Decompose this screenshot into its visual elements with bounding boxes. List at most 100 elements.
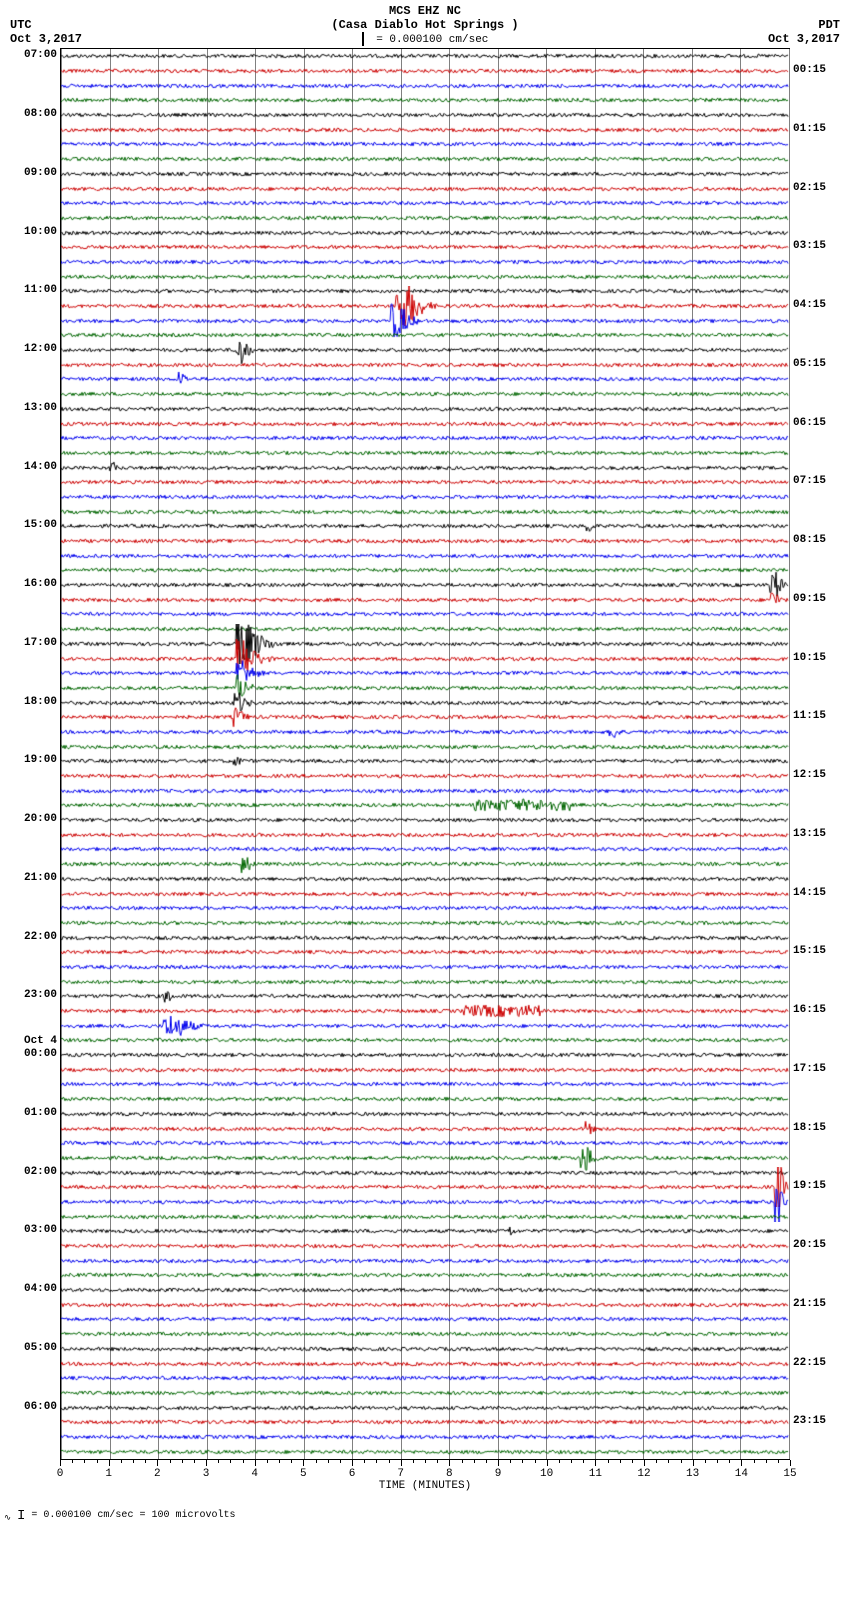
x-tick-minor (121, 1460, 122, 1463)
x-axis: TIME (MINUTES) 0123456789101112131415 (60, 1460, 790, 1494)
footer-scale: ∿ I = 0.000100 cm/sec = 100 microvolts (0, 1494, 850, 1528)
x-tick-minor (84, 1460, 85, 1463)
x-tick-minor (218, 1460, 219, 1463)
x-tick-label: 7 (397, 1468, 404, 1480)
time-label-pdt: 02:15 (789, 182, 826, 194)
time-label-pdt: 21:15 (789, 1298, 826, 1310)
x-tick (595, 1460, 596, 1466)
time-label-pdt: 04:15 (789, 299, 826, 311)
x-tick-minor (230, 1460, 231, 1463)
x-tick-label: 13 (686, 1468, 699, 1480)
time-label-pdt: 23:15 (789, 1415, 826, 1427)
x-tick-minor (668, 1460, 669, 1463)
x-tick-minor (656, 1460, 657, 1463)
time-label-pdt: 03:15 (789, 240, 826, 252)
x-tick-minor (462, 1460, 463, 1463)
x-tick-minor (571, 1460, 572, 1463)
x-tick-label: 5 (300, 1468, 307, 1480)
x-tick (449, 1460, 450, 1466)
time-label-pdt: 05:15 (789, 358, 826, 370)
x-tick-minor (778, 1460, 779, 1463)
x-tick (401, 1460, 402, 1466)
x-tick-minor (608, 1460, 609, 1463)
x-tick-minor (145, 1460, 146, 1463)
time-label-utc: 14:00 (24, 461, 61, 473)
time-label-pdt: 00:15 (789, 64, 826, 76)
x-tick-label: 4 (251, 1468, 258, 1480)
time-label-utc: 03:00 (24, 1224, 61, 1236)
x-tick-label: 11 (589, 1468, 602, 1480)
date-change-label: Oct 4 (24, 1035, 61, 1047)
x-tick-minor (717, 1460, 718, 1463)
time-label-utc: 22:00 (24, 931, 61, 943)
x-tick-minor (72, 1460, 73, 1463)
x-tick-minor (291, 1460, 292, 1463)
time-label-utc: 06:00 (24, 1401, 61, 1413)
x-tick-minor (328, 1460, 329, 1463)
x-tick-minor (620, 1460, 621, 1463)
x-tick-minor (535, 1460, 536, 1463)
time-label-utc: 12:00 (24, 343, 61, 355)
time-label-utc: 18:00 (24, 696, 61, 708)
x-tick-label: 9 (495, 1468, 502, 1480)
seismogram-plot: 07:0000:1508:0001:1509:0002:1510:0003:15… (10, 48, 840, 1494)
x-tick-minor (182, 1460, 183, 1463)
x-tick-label: 2 (154, 1468, 161, 1480)
x-tick-minor (97, 1460, 98, 1463)
x-tick-minor (437, 1460, 438, 1463)
x-tick-minor (510, 1460, 511, 1463)
time-label-utc: 01:00 (24, 1107, 61, 1119)
time-label-utc: 23:00 (24, 989, 61, 1001)
x-tick-minor (632, 1460, 633, 1463)
x-tick (498, 1460, 499, 1466)
x-tick-minor (583, 1460, 584, 1463)
time-label-pdt: 12:15 (789, 769, 826, 781)
x-tick (693, 1460, 694, 1466)
x-tick-minor (194, 1460, 195, 1463)
time-label-utc: 20:00 (24, 813, 61, 825)
x-tick-label: 6 (349, 1468, 356, 1480)
time-label-utc: 04:00 (24, 1283, 61, 1295)
time-label-utc: 19:00 (24, 754, 61, 766)
footer-text: = 0.000100 cm/sec = 100 microvolts (31, 1510, 235, 1521)
x-tick (352, 1460, 353, 1466)
x-tick-minor (559, 1460, 560, 1463)
x-tick-minor (705, 1460, 706, 1463)
time-label-utc: 07:00 (24, 49, 61, 61)
time-label-pdt: 11:15 (789, 710, 826, 722)
x-tick-minor (243, 1460, 244, 1463)
x-tick-minor (522, 1460, 523, 1463)
x-tick-label: 15 (783, 1468, 796, 1480)
time-label-utc: 21:00 (24, 872, 61, 884)
time-label-utc: 10:00 (24, 226, 61, 238)
x-tick-minor (133, 1460, 134, 1463)
time-label-pdt: 16:15 (789, 1004, 826, 1016)
x-tick-minor (267, 1460, 268, 1463)
x-axis-title: TIME (MINUTES) (60, 1460, 790, 1492)
time-label-utc: 05:00 (24, 1342, 61, 1354)
time-label-pdt: 19:15 (789, 1180, 826, 1192)
time-label-utc: 15:00 (24, 519, 61, 531)
x-tick (109, 1460, 110, 1466)
time-label-pdt: 17:15 (789, 1063, 826, 1075)
x-tick-minor (486, 1460, 487, 1463)
station-id: MCS EHZ NC (0, 0, 850, 18)
x-tick (157, 1460, 158, 1466)
x-tick-label: 14 (735, 1468, 748, 1480)
time-label-utc: 13:00 (24, 402, 61, 414)
time-label-pdt: 13:15 (789, 828, 826, 840)
x-tick-minor (681, 1460, 682, 1463)
x-tick-minor (766, 1460, 767, 1463)
x-tick (741, 1460, 742, 1466)
time-label-pdt: 07:15 (789, 475, 826, 487)
timezone-left: UTC (10, 18, 32, 32)
time-label-pdt: 06:15 (789, 417, 826, 429)
x-tick-label: 8 (446, 1468, 453, 1480)
x-tick (303, 1460, 304, 1466)
x-tick-minor (170, 1460, 171, 1463)
time-label-pdt: 09:15 (789, 593, 826, 605)
x-tick-minor (729, 1460, 730, 1463)
time-label-utc: 08:00 (24, 108, 61, 120)
time-label-pdt: 10:15 (789, 652, 826, 664)
x-tick-minor (316, 1460, 317, 1463)
